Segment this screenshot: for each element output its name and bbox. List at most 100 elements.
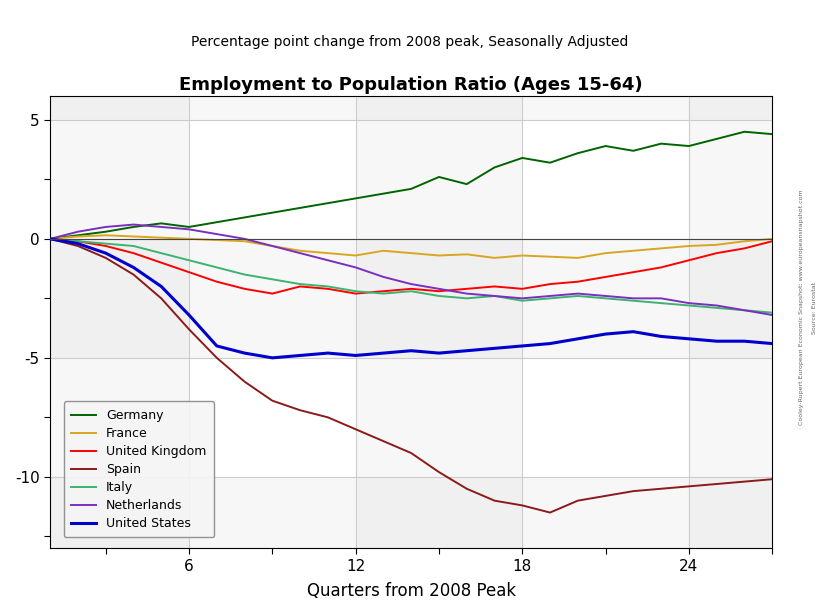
Legend: Germany, France, United Kingdom, Spain, Italy, Netherlands, United States: Germany, France, United Kingdom, Spain, …: [64, 402, 214, 538]
United States: [489, 344, 499, 352]
Bar: [50, 477, 771, 548]
France: [545, 253, 554, 260]
United Kingdom: [489, 283, 499, 290]
Netherlands: [545, 292, 554, 300]
Germany: [572, 149, 582, 157]
Line: Netherlands: Netherlands: [50, 224, 799, 317]
Spain: [489, 497, 499, 504]
Germany: [627, 147, 637, 154]
United States: [461, 347, 471, 354]
United Kingdom: [794, 233, 804, 240]
Bar: [522, 96, 688, 548]
United States: [267, 354, 277, 362]
Spain: [517, 502, 527, 509]
Netherlands: [572, 290, 582, 297]
Germany: [767, 130, 776, 138]
Germany: [211, 218, 221, 226]
France: [683, 242, 693, 250]
Bar: [355, 96, 522, 548]
Spain: [211, 354, 221, 362]
United Kingdom: [295, 283, 305, 290]
United Kingdom: [156, 259, 166, 266]
Germany: [156, 220, 166, 227]
Spain: [73, 242, 83, 250]
Netherlands: [739, 306, 749, 314]
Italy: [73, 237, 83, 245]
United States: [767, 340, 776, 347]
United Kingdom: [461, 285, 471, 293]
Bar: [688, 96, 771, 548]
United Kingdom: [351, 290, 360, 297]
Spain: [239, 378, 249, 386]
France: [101, 232, 111, 239]
United Kingdom: [45, 235, 55, 242]
United Kingdom: [739, 245, 749, 252]
Germany: [489, 164, 499, 171]
France: [239, 237, 249, 245]
Germany: [433, 173, 443, 181]
Line: Spain: Spain: [50, 239, 799, 512]
United States: [73, 240, 83, 247]
France: [433, 252, 443, 259]
Netherlands: [433, 285, 443, 293]
United Kingdom: [378, 288, 388, 295]
United States: [572, 335, 582, 343]
France: [267, 242, 277, 250]
Italy: [600, 295, 610, 302]
United Kingdom: [545, 280, 554, 288]
United States: [295, 352, 305, 359]
Netherlands: [489, 292, 499, 300]
Spain: [572, 497, 582, 504]
United Kingdom: [101, 242, 111, 250]
United Kingdom: [433, 288, 443, 295]
United Kingdom: [211, 278, 221, 285]
France: [711, 241, 721, 248]
United States: [239, 349, 249, 357]
United Kingdom: [184, 269, 194, 276]
France: [405, 250, 415, 257]
Italy: [129, 242, 138, 250]
Italy: [572, 292, 582, 300]
Netherlands: [101, 223, 111, 231]
France: [323, 250, 333, 257]
United Kingdom: [129, 250, 138, 257]
France: [73, 233, 83, 240]
Germany: [73, 232, 83, 239]
Italy: [545, 295, 554, 302]
United Kingdom: [600, 273, 610, 280]
Bar: [189, 96, 355, 548]
Germany: [683, 142, 693, 149]
Spain: [378, 437, 388, 445]
United States: [184, 311, 194, 319]
United States: [129, 264, 138, 271]
United States: [156, 283, 166, 290]
Spain: [351, 426, 360, 433]
United Kingdom: [572, 278, 582, 285]
Germany: [405, 185, 415, 192]
Germany: [545, 159, 554, 167]
Italy: [489, 292, 499, 300]
Italy: [211, 264, 221, 271]
Spain: [267, 397, 277, 405]
United Kingdom: [655, 264, 665, 271]
Germany: [794, 133, 804, 140]
France: [794, 234, 804, 241]
Italy: [433, 292, 443, 300]
Netherlands: [239, 235, 249, 242]
France: [739, 237, 749, 245]
Italy: [239, 271, 249, 278]
France: [156, 234, 166, 241]
France: [461, 251, 471, 258]
Bar: [50, 239, 771, 358]
France: [600, 250, 610, 257]
Germany: [45, 235, 55, 242]
Italy: [627, 297, 637, 304]
United Kingdom: [683, 256, 693, 264]
Netherlands: [655, 295, 665, 302]
Spain: [184, 325, 194, 333]
Italy: [378, 290, 388, 297]
United States: [600, 330, 610, 338]
Germany: [517, 154, 527, 162]
Germany: [739, 128, 749, 135]
United Kingdom: [627, 269, 637, 276]
